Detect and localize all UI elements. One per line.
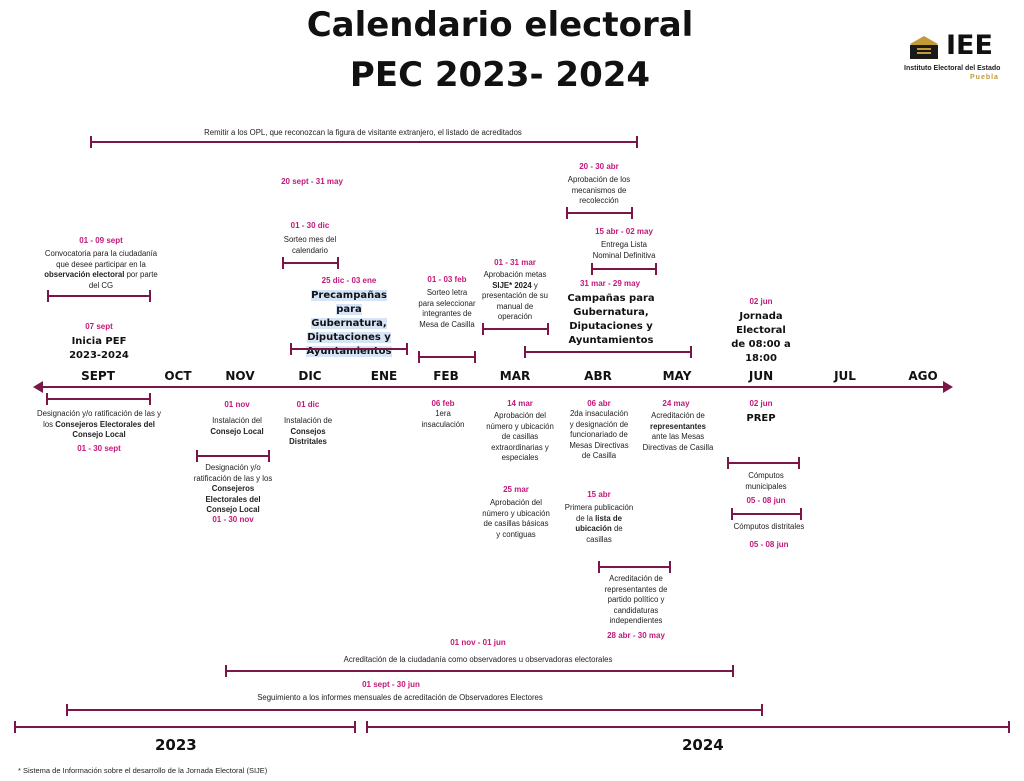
recoleccion-date: 20 - 30 abr — [579, 162, 619, 171]
seguimiento-bar — [66, 704, 763, 716]
campanas-date: 31 mar - 29 may — [579, 279, 641, 288]
precampanas-bar — [290, 343, 408, 355]
observadores-bar — [225, 665, 734, 677]
acred-partido-text: Acreditación de representantes de partid… — [604, 574, 668, 625]
prep-text: PREP — [746, 413, 776, 424]
page-title: Calendario electoral — [306, 5, 694, 45]
acred-partido-date: 28 abr - 30 may — [607, 631, 665, 640]
month-ene: ENE — [370, 369, 398, 383]
acred-representantes-date: 24 may — [662, 399, 690, 408]
month-dic: DIC — [298, 369, 322, 383]
precampanas-date: 25 dic - 03 ene — [321, 276, 377, 285]
axis-right-arrow — [943, 381, 953, 393]
instalacion-distritales-date: 01 dic — [296, 400, 320, 409]
iee-logo: IEE Instituto Electoral del Estado Puebl… — [900, 30, 1010, 86]
consejeros-bar — [46, 393, 151, 405]
year-2024-label: 2024 — [682, 736, 724, 754]
campanas-text: Campañas para Gubernatura, Diputaciones … — [567, 293, 655, 346]
month-jul: JUL — [834, 369, 856, 383]
sorteo-range-date: 20 sept - 31 may — [281, 177, 343, 186]
publicacion-date: 15 abr — [587, 490, 611, 499]
observadores-text: Acreditación de la ciudadanía como obser… — [343, 655, 613, 664]
instalacion-local-text: Instalación del Consejo Local — [210, 416, 264, 436]
visitante-bar — [90, 136, 638, 148]
year-2023-label: 2023 — [155, 736, 197, 754]
recoleccion-bar — [566, 207, 633, 219]
insaculacion2-date: 06 abr — [587, 399, 611, 408]
insaculacion1-text: 1era insaculación — [421, 409, 465, 429]
convocatoria-bar — [47, 290, 151, 302]
jornada-date: 02 jun — [749, 297, 773, 306]
jornada-text: Jornada Electoral de 08:00 a 18:00 — [731, 311, 791, 364]
pef-date: 07 sept — [85, 322, 113, 331]
month-ago: AGO — [908, 369, 938, 383]
computos-distritales-bar — [731, 508, 802, 520]
seguimiento-text: Seguimiento a los informes mensuales de … — [257, 693, 543, 702]
designacion-nov-text: Designación y/o ratificación de las y lo… — [193, 463, 273, 514]
observadores-date: 01 nov - 01 jun — [450, 638, 506, 647]
casillas-basicas-text: Aprobación del número y ubicación de cas… — [482, 498, 550, 539]
lista-nominal-text: Entrega Lista Nominal Definitiva — [592, 240, 656, 260]
casillas-extra-text: Aprobación del número y ubicación de cas… — [486, 411, 554, 462]
lista-nominal-bar — [591, 263, 657, 275]
month-nov: NOV — [225, 369, 255, 383]
year-2023-bar — [14, 721, 356, 733]
computos-municipales-bar — [727, 457, 800, 469]
pef-text: Inicia PEF 2023-2024 — [69, 336, 129, 361]
sije-bar — [482, 323, 549, 335]
computos-distritales-text: Cómputos distritales — [733, 522, 805, 531]
consejeros-text: Designación y/o ratificación de las y lo… — [37, 409, 161, 439]
insaculacion2-text: 2da insaculación y designación de funcio… — [569, 409, 629, 460]
axis-left-arrow — [33, 381, 43, 393]
designacion-nov-date: 01 - 30 nov — [212, 515, 254, 524]
seguimiento-date: 01 sept - 30 jun — [362, 680, 420, 689]
month-feb: FEB — [433, 369, 459, 383]
computos-municipales-date: 05 - 08 jun — [746, 496, 786, 505]
insaculacion1-date: 06 feb — [431, 399, 455, 408]
consejeros-date: 01 - 30 sept — [77, 444, 121, 453]
casillas-extra-date: 14 mar — [507, 399, 533, 408]
sorteo-bar — [282, 257, 339, 269]
lista-nominal-date: 15 abr - 02 may — [595, 227, 653, 236]
acred-partido-bar — [598, 561, 671, 573]
sorteo-letra-text: Sorteo letra para seleccionar integrante… — [418, 288, 476, 329]
month-sept: SEPT — [81, 369, 115, 383]
timeline-axis — [40, 386, 944, 388]
instalacion-local-date: 01 nov — [224, 400, 250, 409]
logo-city: Puebla — [970, 74, 999, 81]
computos-municipales-text: Cómputos municipales — [745, 471, 787, 491]
year-2024-bar — [366, 721, 1010, 733]
visitante-text: Remitir a los OPL, que reconozcan la fig… — [204, 128, 522, 137]
month-mar: MAR — [499, 369, 531, 383]
logo-text: IEE — [946, 30, 993, 61]
month-may: MAY — [662, 369, 692, 383]
month-abr: ABR — [584, 369, 612, 383]
sije-date: 01 - 31 mar — [494, 258, 536, 267]
publicacion-text: Primera publicación de la lista de ubica… — [564, 503, 634, 544]
month-oct: OCT — [164, 369, 192, 383]
precampanas-text: Precampañas para Gubernatura, Diputacion… — [306, 290, 392, 357]
logo-subtitle: Instituto Electoral del Estado — [904, 65, 1001, 72]
prep-date: 02 jun — [749, 399, 773, 408]
footnote: * Sistema de Información sobre el desarr… — [18, 766, 268, 775]
computos-distritales-date: 05 - 08 jun — [749, 540, 789, 549]
sorteo-letra-date: 01 - 03 feb — [427, 275, 467, 284]
sije-text: Aprobación metas SIJE* 2024 y presentaci… — [482, 270, 548, 321]
convocatoria-date: 01 - 09 sept — [79, 236, 123, 245]
acred-representantes-text: Acreditación de representantes ante las Me… — [642, 411, 714, 452]
month-jun: JUN — [748, 369, 774, 383]
recoleccion-text: Aprobación de los mecanismos de recolecc… — [567, 175, 631, 205]
casillas-basicas-date: 25 mar — [503, 485, 529, 494]
instalacion-local-bar — [196, 450, 270, 462]
sorteo-text: Sorteo mes del calendario — [283, 235, 337, 255]
campanas-bar — [524, 346, 692, 358]
sorteo-date: 01 - 30 dic — [290, 221, 330, 230]
instalacion-distritales-text: Instalación de Consejos Distritales — [283, 416, 333, 446]
sorteo-letra-bar — [418, 351, 476, 363]
ballot-box-icon — [910, 36, 938, 59]
convocatoria-text: Convocatoria para la ciudadanía que dese… — [44, 249, 158, 290]
page-subtitle: PEC 2023- 2024 — [349, 55, 651, 95]
